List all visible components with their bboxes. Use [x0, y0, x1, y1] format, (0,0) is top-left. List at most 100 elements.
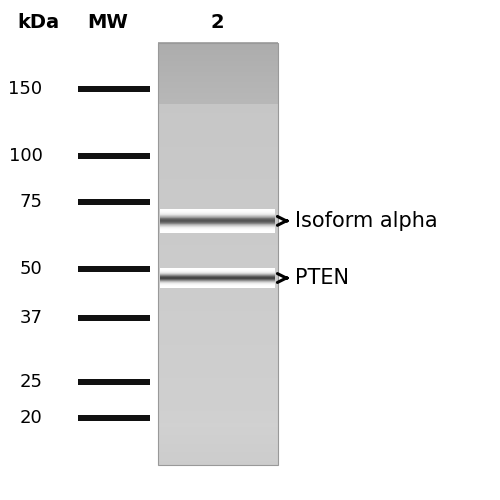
Bar	[158, 138, 278, 140]
Bar	[158, 282, 278, 284]
Bar	[158, 186, 278, 188]
Bar	[158, 348, 278, 350]
Bar	[158, 259, 278, 261]
Bar	[78, 86, 150, 92]
Bar	[158, 244, 278, 246]
Bar	[158, 315, 278, 317]
Bar	[158, 207, 278, 208]
Bar	[158, 272, 278, 274]
Bar	[158, 254, 278, 256]
Bar	[158, 386, 278, 388]
Bar	[158, 268, 278, 269]
Bar	[158, 58, 278, 59]
Bar	[158, 44, 278, 46]
Bar	[158, 162, 278, 164]
Bar	[158, 42, 278, 44]
Bar	[158, 356, 278, 358]
Bar	[158, 278, 278, 280]
Bar	[158, 306, 278, 308]
Bar	[158, 256, 278, 258]
Bar	[158, 73, 278, 75]
Text: 20: 20	[20, 409, 42, 427]
Bar	[158, 410, 278, 412]
Bar	[158, 144, 278, 146]
Bar	[158, 100, 278, 102]
Bar	[158, 98, 278, 100]
Bar	[158, 107, 278, 108]
Bar	[158, 262, 278, 264]
Bar	[158, 145, 278, 146]
Bar	[158, 140, 278, 142]
Bar	[158, 182, 278, 184]
Bar	[158, 394, 278, 396]
Bar	[158, 172, 278, 173]
Bar	[158, 60, 278, 62]
Bar	[158, 260, 278, 262]
Bar	[158, 397, 278, 399]
Bar	[158, 368, 278, 369]
Bar	[158, 72, 278, 74]
Bar	[158, 180, 278, 182]
Bar	[158, 332, 278, 334]
Bar	[158, 446, 278, 448]
Bar	[158, 435, 278, 437]
Bar	[158, 350, 278, 352]
Bar	[158, 392, 278, 394]
Bar	[158, 236, 278, 238]
Bar	[158, 363, 278, 365]
Bar	[158, 288, 278, 290]
Bar	[158, 290, 278, 292]
Bar	[158, 321, 278, 323]
Bar	[158, 228, 278, 230]
Bar	[158, 239, 278, 241]
Bar	[158, 340, 278, 342]
Bar	[158, 428, 278, 430]
Text: PTEN: PTEN	[295, 268, 349, 288]
Bar	[158, 120, 278, 122]
Bar	[158, 68, 278, 70]
Bar	[158, 359, 278, 361]
Bar	[158, 277, 278, 279]
Bar	[158, 264, 278, 266]
Text: MW: MW	[87, 13, 128, 32]
Bar	[158, 104, 278, 106]
Bar	[158, 116, 278, 118]
Bar	[158, 334, 278, 336]
Bar	[158, 402, 278, 404]
Bar	[158, 46, 278, 48]
Bar	[158, 387, 278, 389]
Bar	[158, 128, 278, 130]
Bar	[158, 316, 278, 318]
Bar	[158, 390, 278, 392]
Bar	[158, 258, 278, 260]
Bar	[158, 408, 278, 410]
Bar	[158, 411, 278, 413]
Bar	[158, 54, 278, 56]
Bar	[158, 301, 278, 303]
Bar	[158, 372, 278, 374]
Bar	[158, 198, 278, 200]
Bar	[158, 336, 278, 338]
Bar	[158, 192, 278, 193]
Bar	[158, 377, 278, 379]
Bar	[158, 322, 278, 324]
Bar	[158, 382, 278, 384]
Bar	[158, 436, 278, 438]
Bar	[158, 97, 278, 99]
Bar	[158, 292, 278, 293]
Bar	[158, 445, 278, 446]
Bar	[158, 366, 278, 368]
Bar	[158, 304, 278, 306]
Bar	[158, 224, 278, 226]
Text: kDa: kDa	[18, 13, 59, 32]
Bar	[158, 69, 278, 70]
Bar	[158, 330, 278, 332]
Bar	[158, 108, 278, 110]
Bar	[158, 215, 278, 217]
Bar	[158, 240, 278, 242]
Bar	[158, 154, 278, 155]
Bar	[158, 426, 278, 428]
Bar	[158, 404, 278, 406]
Bar	[158, 118, 278, 120]
Bar	[158, 232, 278, 234]
